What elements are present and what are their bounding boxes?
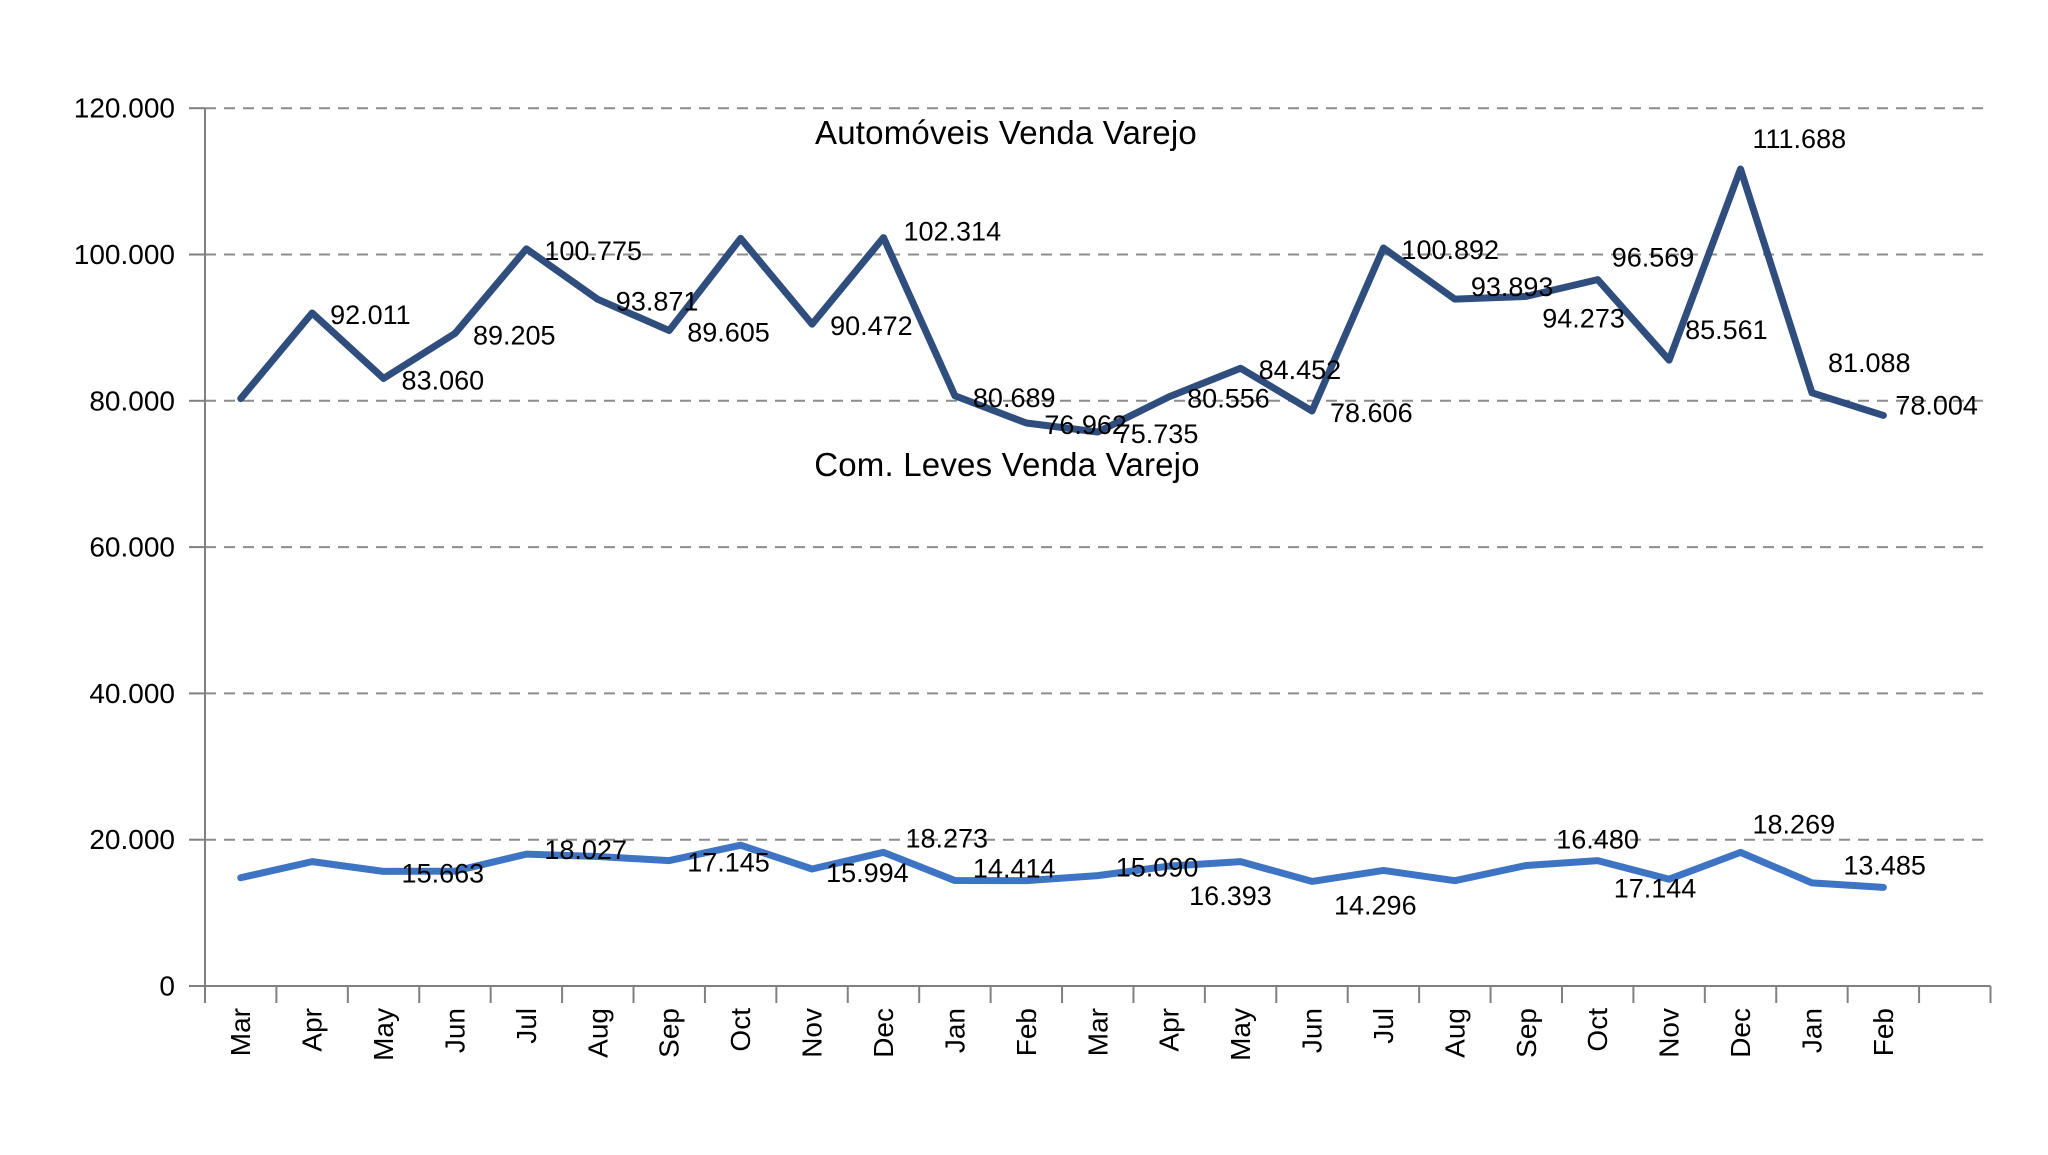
x-axis-label: Aug <box>1439 1008 1470 1058</box>
data-label-automoveis: 85.561 <box>1685 315 1768 345</box>
x-axis-label: Jan <box>939 1008 970 1053</box>
data-label-com-leves: 18.273 <box>905 823 988 853</box>
data-label-automoveis: 102.314 <box>903 217 1001 247</box>
data-label-com-leves: 16.393 <box>1189 881 1272 911</box>
data-label-automoveis: 93.893 <box>1471 272 1554 302</box>
x-axis-label: Jun <box>439 1008 470 1053</box>
data-label-automoveis: 94.273 <box>1542 303 1625 333</box>
data-label-com-leves: 17.145 <box>687 848 770 878</box>
data-label-automoveis: 75.735 <box>1116 419 1199 449</box>
data-label-automoveis: 81.088 <box>1828 348 1911 378</box>
series-title-com-leves: Com. Leves Venda Varejo <box>814 446 1200 483</box>
data-label-com-leves: 18.027 <box>544 835 627 865</box>
x-axis-label: Mar <box>1082 1008 1113 1056</box>
y-axis-label: 100.000 <box>74 239 175 270</box>
x-axis-label: Nov <box>797 1008 828 1058</box>
x-axis-label: Dec <box>868 1008 899 1058</box>
y-axis-label: 120.000 <box>74 93 175 124</box>
data-label-com-leves: 17.144 <box>1614 874 1697 904</box>
x-axis-label: Apr <box>297 1008 328 1052</box>
x-axis-label: May <box>1225 1008 1256 1061</box>
data-label-automoveis: 84.452 <box>1259 355 1342 385</box>
data-label-automoveis: 80.689 <box>973 383 1056 413</box>
x-axis-label: Nov <box>1654 1008 1685 1058</box>
x-axis-label: Feb <box>1868 1008 1899 1056</box>
x-axis-label: Jan <box>1796 1008 1827 1053</box>
x-axis-label: Jun <box>1297 1008 1328 1053</box>
x-axis-label: Jul <box>1368 1008 1399 1044</box>
data-label-automoveis: 93.871 <box>616 286 699 316</box>
x-axis-label: Apr <box>1154 1008 1185 1052</box>
data-label-automoveis: 89.605 <box>687 318 770 348</box>
data-label-automoveis: 96.569 <box>1612 243 1695 273</box>
x-axis-label: Sep <box>654 1008 685 1058</box>
series-title-automoveis: Automóveis Venda Varejo <box>815 114 1197 151</box>
data-label-com-leves: 18.269 <box>1753 809 1836 839</box>
data-label-automoveis: 111.688 <box>1753 124 1847 154</box>
y-axis-label: 20.000 <box>89 824 175 855</box>
y-axis-label: 40.000 <box>89 678 175 709</box>
data-label-automoveis: 92.011 <box>330 300 411 330</box>
data-label-com-leves: 15.994 <box>826 858 909 888</box>
x-axis-label: Dec <box>1725 1008 1756 1058</box>
y-axis-label: 60.000 <box>89 532 175 563</box>
y-axis-label: 0 <box>159 971 175 1002</box>
data-label-com-leves: 14.296 <box>1334 890 1417 920</box>
series-line-com-leves <box>237 841 1887 891</box>
x-axis-label: Mar <box>225 1008 256 1056</box>
data-label-automoveis: 76.962 <box>1044 410 1127 440</box>
x-axis-label: May <box>368 1008 399 1061</box>
data-label-automoveis: 89.205 <box>473 320 556 350</box>
data-label-automoveis: 100.775 <box>544 236 642 266</box>
x-axis-label: Feb <box>1011 1008 1042 1056</box>
data-label-automoveis: 100.892 <box>1401 235 1499 265</box>
y-axis-label: 80.000 <box>89 385 175 416</box>
x-axis-label: Jul <box>511 1008 542 1044</box>
x-axis-label: Oct <box>1582 1008 1613 1052</box>
data-label-automoveis: 78.606 <box>1330 398 1413 428</box>
data-label-automoveis: 78.004 <box>1895 390 1978 420</box>
data-label-com-leves: 13.485 <box>1843 850 1926 880</box>
data-label-com-leves: 15.090 <box>1116 853 1199 883</box>
x-axis-label: Aug <box>582 1008 613 1058</box>
data-label-automoveis: 90.472 <box>830 311 913 341</box>
data-label-automoveis: 80.556 <box>1187 384 1270 414</box>
data-label-com-leves: 14.414 <box>973 854 1056 884</box>
data-label-com-leves: 16.480 <box>1556 824 1639 854</box>
x-axis-label: Oct <box>725 1008 756 1052</box>
series-line-automoveis <box>237 165 1887 436</box>
data-label-com-leves: 15.663 <box>402 858 485 888</box>
x-axis-label: Sep <box>1511 1008 1542 1058</box>
data-label-automoveis: 83.060 <box>402 365 485 395</box>
